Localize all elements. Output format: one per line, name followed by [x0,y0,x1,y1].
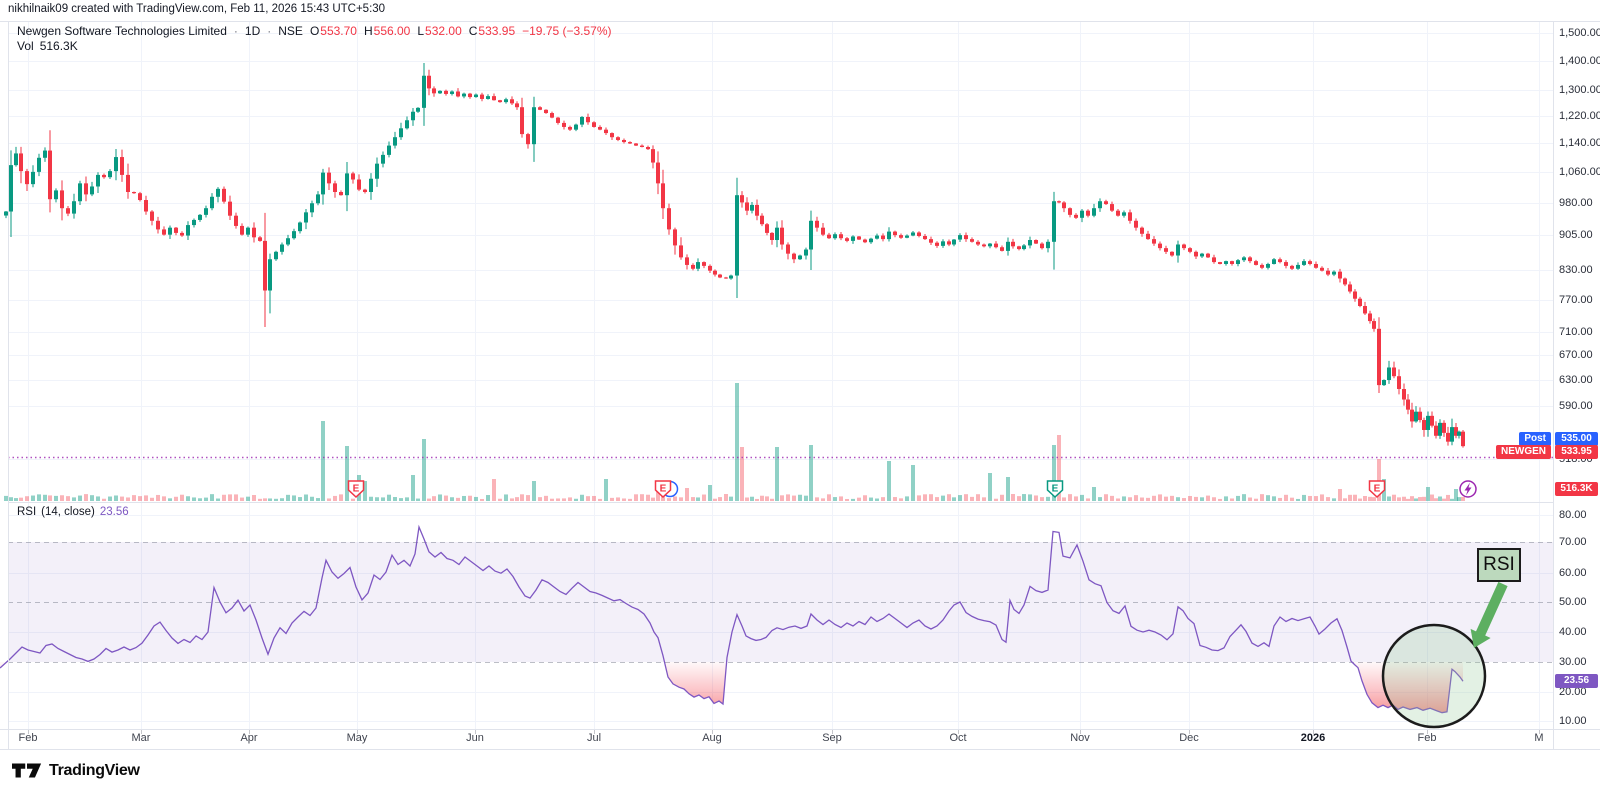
separator-dot: · [233,24,238,38]
time-label: 2026 [1300,732,1326,744]
price-tick-label: 830.00 [1559,264,1593,276]
rsi-tick-label: 70.00 [1559,536,1587,548]
attribution: nikhilnaik09 created with TradingView.co… [8,3,386,15]
rsi-value: 23.56 [99,506,129,518]
rsi-legend: RSI (14, close) 23.56 [17,506,129,518]
svg-text:E: E [353,484,360,495]
volume-label: Vol [17,39,34,53]
rsi-oversold-fill [0,662,7,668]
svg-text:E: E [660,484,667,495]
price-tick-label: 710.00 [1559,326,1593,338]
time-label: May [346,732,368,744]
price-tick-label: 1,400.00 [1559,55,1600,67]
time-label: Dec [1179,732,1199,744]
rsi-annotation-box[interactable]: RSI [1477,548,1521,582]
ohlc-field-value: 553.70 [320,24,357,38]
rsi-tick-label: 60.00 [1559,567,1587,579]
rsi-tick-label: 40.00 [1559,626,1587,638]
svg-text:E: E [1374,484,1381,495]
post-market-tag: Post [1519,432,1551,446]
ohlc-fields: O 553.70 H 556.00 L 532.00 C 533.95 [310,24,515,38]
price-tick-label: 1,300.00 [1559,84,1600,96]
ohlc-field-label: L [417,24,425,38]
interval-label: 1D [244,24,261,38]
symbol-title: Newgen Software Technologies Limited [17,24,227,38]
price-tick-label: 905.00 [1559,229,1593,241]
ohlc-field: C 533.95 [469,24,515,38]
annotation-arrow[interactable] [1470,581,1508,648]
price-tick-label: 1,060.00 [1559,166,1600,178]
rsi-params: (14, close) [41,506,95,518]
price-tick-label: 1,500.00 [1559,27,1600,39]
price-tick-label: 590.00 [1559,400,1593,412]
last-price-label: 533.95 [1555,445,1598,459]
annotation-circle[interactable] [1381,623,1487,729]
price-tick-label: 1,220.00 [1559,110,1600,122]
rsi-axis-label: 23.56 [1555,674,1598,688]
volume-bars [4,383,1465,501]
price-tick-label: 980.00 [1559,197,1593,209]
price-tick-label: 630.00 [1559,374,1593,386]
ohlc-field-label: C [468,24,478,38]
time-label: Feb [1417,732,1437,744]
time-label: Nov [1070,732,1090,744]
time-label: Mar [131,732,151,744]
tradingview-logo[interactable]: TradingView [12,761,140,780]
tradingview-logo-icon [12,763,42,778]
rsi-oversold-fill [664,662,727,704]
ohlc-field-value: 556.00 [373,24,411,38]
time-label: M [1534,732,1544,744]
rsi-tick-label: 30.00 [1559,656,1587,668]
gridlines [8,22,1553,734]
rsi-tick-label: 20.00 [1559,686,1587,698]
volume-legend: Vol 516.3K [17,39,78,53]
earnings-icon[interactable]: E [1046,480,1064,499]
time-label: Sep [822,732,842,744]
post-market-price-label: 535.00 [1555,432,1598,446]
earnings-with-dividend-icon[interactable]: E [654,480,679,499]
svg-text:E: E [1052,484,1059,495]
earnings-icon[interactable]: E [1368,480,1386,499]
time-label: Jul [586,732,602,744]
rsi-tick-label: 50.00 [1559,596,1587,608]
rsi-band [8,542,1553,662]
alert-lightning-icon[interactable] [1459,480,1477,498]
rsi-line [0,524,1464,714]
rsi-tick-label: 10.00 [1559,715,1587,727]
earnings-icon[interactable]: E [347,480,365,499]
exchange-label: NSE [278,24,303,38]
rsi-name: RSI [17,506,37,518]
separator-dot: · [267,24,272,38]
price-tick-label: 1,140.00 [1559,137,1600,149]
ohlc-field-value: 532.00 [425,24,462,38]
symbol-legend: Newgen Software Technologies Limited · 1… [17,24,612,38]
time-label: Oct [949,732,967,744]
volume-axis-label: 516.3K [1555,482,1598,496]
ohlc-field: L 532.00 [417,24,461,38]
ohlc-field-value: 533.95 [478,24,516,38]
candles [4,62,1465,448]
change-value: −19.75 (−3.57%) [522,24,612,38]
symbol-price-tag: NEWGEN [1496,445,1551,459]
price-tick-label: 770.00 [1559,294,1593,306]
time-label: Feb [18,732,38,744]
rsi-tick-label: 80.00 [1559,509,1587,521]
time-label: Aug [702,732,722,744]
ohlc-field: H 556.00 [364,24,410,38]
ohlc-field-label: O [309,24,320,38]
ohlc-field-label: H [363,24,373,38]
price-tick-label: 670.00 [1559,349,1593,361]
rsi-oversold-fill [1351,662,1463,713]
time-label: Apr [240,732,258,744]
tradingview-logo-text: TradingView [49,761,140,779]
ohlc-field: O 553.70 [310,24,357,38]
time-label: Jun [466,732,484,744]
volume-value: 516.3K [39,39,78,53]
